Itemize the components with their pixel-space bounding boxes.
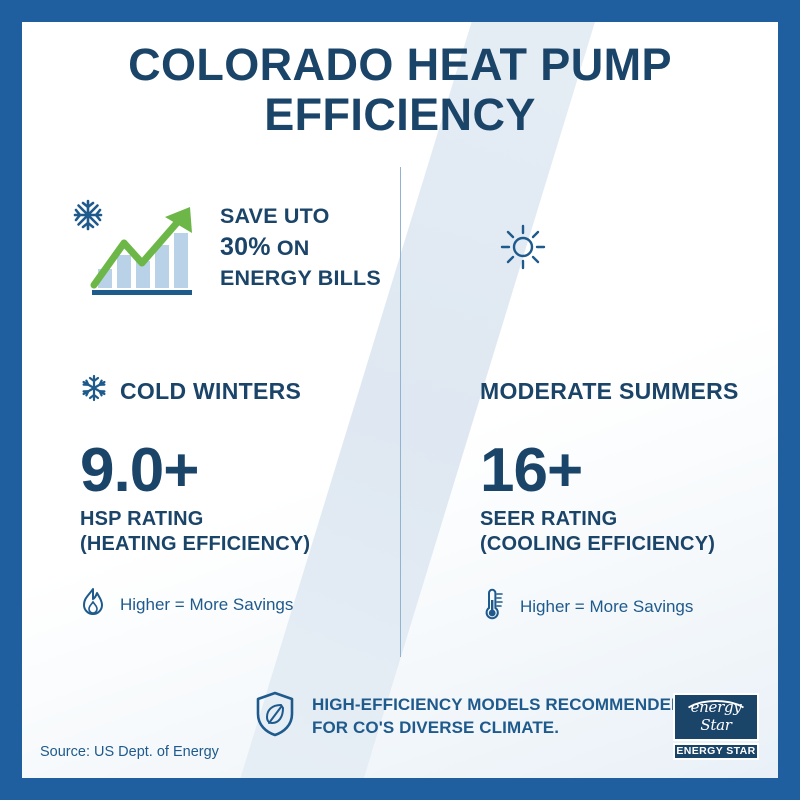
column-moderate-summers: MODERATE SUMMERS 16+ SEER RATING (COOLIN… [480,374,778,626]
footer-line-2: FOR CO'S DIVERSE CLIMATE. [312,717,560,737]
energy-star-caption: ENERGY STAR [673,743,759,760]
energy-star-badge: energy Star [673,693,759,741]
rating-label-left: HSP RATING [80,508,204,531]
hint-left-label: Higher = More Savings [120,594,294,614]
season-heading-right: MODERATE SUMMERS [480,374,778,408]
season-heading-left: COLD WINTERS [80,374,400,408]
page-title: COLORADO HEAT PUMP EFFICIENCY [128,39,672,141]
stat-value-right: 16+ [480,436,583,505]
savings-text: SAVE UTO 30% ON ENERGY BILLS [220,202,381,292]
growth-chart-snowflake-icon [70,197,202,297]
hint-left: Higher = More Savings [80,587,400,622]
thermometer-icon [480,587,506,626]
savings-line-2-rest: ON [270,235,310,260]
stat-label-left: HSP RATING (HEATING EFFICIENCY) [80,507,400,557]
rating-label-right: SEER RATING [480,508,618,531]
stat-value-left: 9.0+ [80,436,199,505]
footer-line-1: HIGH-EFFICIENCY MODELS RECOMMENDED [312,694,684,714]
hint-right-label: Higher = More Savings [520,596,694,616]
savings-line-3: ENERGY BILLS [220,265,381,290]
flame-icon [80,587,106,622]
sun-icon [498,222,548,277]
snowflake-icon [80,374,108,408]
savings-line-1: SAVE UTO [220,204,330,229]
rating-sub-right: (COOLING EFFICIENCY) [480,533,716,556]
footer-recommendation-text: HIGH-EFFICIENCY MODELS RECOMMENDED FOR C… [312,694,683,740]
rating-sub-left: (HEATING EFFICIENCY) [80,533,311,556]
column-cold-winters: COLD WINTERS 9.0+ HSP RATING (HEATING EF… [80,374,400,622]
stat-label-right: SEER RATING (COOLING EFFICIENCY) [480,507,778,557]
column-divider [400,167,401,657]
savings-percent: 30% [220,232,271,261]
savings-callout: SAVE UTO 30% ON ENERGY BILLS [70,197,381,297]
poster-canvas: COLORADO HEAT PUMP EFFICIENCY [22,22,778,778]
savings-line-2: 30% ON [220,231,381,264]
footer-recommendation: HIGH-EFFICIENCY MODELS RECOMMENDED FOR C… [254,690,683,743]
energy-star-script: energy Star [690,698,742,734]
season-heading-right-label: MODERATE SUMMERS [480,377,739,404]
energy-star-arc [681,700,751,734]
source-attribution: Source: US Dept. of Energy [40,744,219,760]
shield-leaf-icon [254,690,296,743]
energy-star-logo: energy Star ENERGY STAR [673,693,759,760]
hint-right: Higher = More Savings [480,587,778,626]
season-heading-left-label: COLD WINTERS [120,377,302,404]
